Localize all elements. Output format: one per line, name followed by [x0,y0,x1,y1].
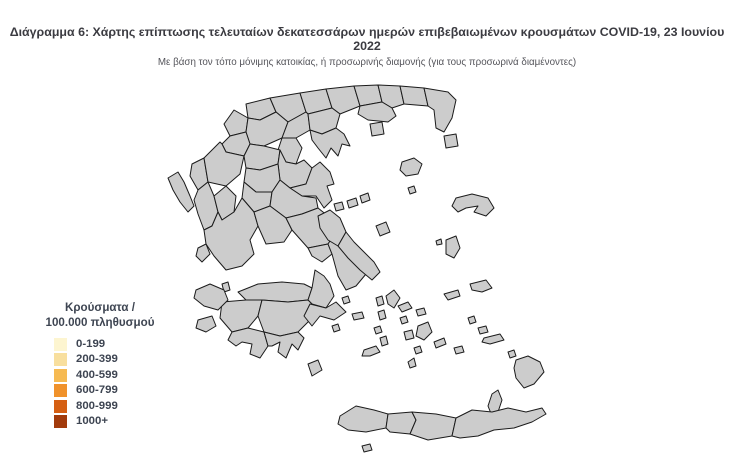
legend-swatch [54,384,67,398]
region-tinos [397,301,413,313]
legend-title: Κρούσματα / 100.000 πληθυσμού [45,301,155,329]
region-kos [481,333,505,345]
legend-swatch [54,338,67,351]
legend-item: 1000+ [54,414,170,428]
region-serifos [373,325,383,335]
region-agios-efstratios [407,185,417,195]
legend-item: 400-599 [54,368,170,382]
legend-label: 200-399 [76,353,118,366]
region-arcadia [257,299,313,337]
region-amorgos [433,337,447,349]
region-achaia [237,281,313,303]
legend-item: 200-399 [54,353,170,367]
region-skopelos [346,197,359,209]
region-corfu [167,171,195,213]
region-alonissos [359,192,371,204]
region-hydra [351,311,365,321]
legend-item: 0-199 [54,338,170,351]
region-serres [325,85,361,115]
region-chalkidiki [309,127,351,159]
region-symi [507,349,517,359]
region-west-attica [307,243,333,263]
region-paros [403,329,415,341]
region-lasithi [451,407,547,439]
region-argolis [303,301,347,327]
figure-header: Διάγραμμα 6: Χάρτης επίπτωσης τελευταίων… [0,25,734,68]
region-ios [413,345,423,355]
region-phocis [253,205,293,245]
region-skiathos [333,201,345,212]
legend-label: 800-999 [76,399,118,412]
region-gavdos [361,443,373,453]
region-zakynthos [195,315,217,333]
region-xanthi [377,84,405,109]
legend-swatch [54,353,67,367]
region-corinthia [307,269,335,309]
region-laconia [263,331,305,359]
region-mykonos [415,307,427,317]
region-kythira [307,359,323,377]
legend-label: 400-599 [76,368,118,381]
region-magnesia [289,161,335,209]
region-kythnos [377,309,387,321]
figure-subtitle: Με βάση τον τόπο μόνιμης κατοικίας, ή πρ… [157,57,577,68]
region-elis [219,299,263,333]
region-spetses [331,323,341,333]
region-rhodes [513,355,545,389]
region-ikaria [443,289,461,301]
legend-label: 600-799 [76,384,118,397]
legend-swatch [54,399,67,413]
region-aegina [341,295,351,305]
region-kavala [357,101,397,123]
region-evia-south [337,231,381,281]
region-evros [423,87,457,133]
legend-label: 1000+ [76,414,108,427]
region-patmos [467,315,477,325]
region-chania [337,405,389,433]
legend-swatch [54,414,67,428]
region-heraklion [409,411,457,441]
region-kea [375,295,385,307]
region-astypalaia [453,345,465,355]
region-andros [385,289,401,309]
region-sifnos [379,335,389,347]
legend-swatch [54,368,67,382]
region-santorini [407,357,417,369]
region-psara [435,238,443,246]
legend-label: 0-199 [76,338,106,350]
region-lesbos [451,193,495,217]
region-lemnos [399,157,423,177]
legend-item: 800-999 [54,399,170,413]
legend: Κρούσματα / 100.000 πληθυσμού 0-199 200-… [30,300,170,428]
region-samos [469,279,493,293]
region-kefalonia [193,283,229,311]
region-chios [445,235,461,259]
region-samothrace [443,133,459,149]
region-messenia [227,327,269,359]
region-kalymnos [477,325,489,335]
legend-item: 600-799 [54,384,170,398]
region-lefkada [195,243,211,263]
figure-title: Διάγραμμα 6: Χάρτης επίπτωσης τελευταίων… [9,25,725,53]
region-skyros [375,221,391,237]
region-milos [361,345,381,357]
legend-items: 0-199 200-399 400-599 600-799 800-999 10… [54,338,170,428]
region-naxos [415,321,433,341]
region-thasos [369,121,385,137]
region-syros [399,315,409,325]
